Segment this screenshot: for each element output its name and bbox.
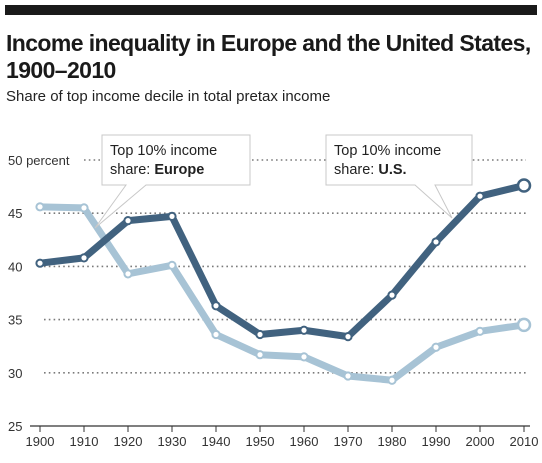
data-point-us-1910 [79, 253, 89, 263]
data-point-europe-1980 [387, 375, 397, 385]
data-point-us-1940 [211, 301, 221, 311]
y-tick-label-30: 30 [8, 366, 22, 381]
x-tick-label-1910: 1910 [70, 434, 99, 449]
annotation-text-line1: Top 10% income [110, 143, 217, 159]
y-tick-label-45: 45 [8, 206, 22, 221]
data-point-us-2010 [516, 178, 532, 193]
x-axis: 1900 1910 1920 1930 1940 1950 1960 1970 1980 1990… [26, 425, 539, 449]
data-point-us-1990 [431, 237, 441, 247]
y-tick-label-25: 25 [8, 419, 22, 434]
x-tick-label-1930: 1930 [158, 434, 187, 449]
x-tick-label-1940: 1940 [202, 434, 231, 449]
data-point-europe-2010 [516, 317, 532, 333]
chart-title: Income inequality in Europe and the Unit… [6, 30, 531, 83]
data-point-europe-1990 [431, 342, 441, 352]
data-point-europe-1900 [35, 202, 45, 212]
data-point-us-1980 [387, 290, 397, 300]
data-point-europe-1950 [255, 350, 265, 360]
annotation-europe: Top 10% income share: Europe [94, 134, 251, 229]
x-tick-label-1950: 1950 [246, 434, 275, 449]
gridlines [44, 159, 526, 374]
y-tick-label-40: 40 [8, 259, 22, 274]
data-point-us-1950 [255, 329, 265, 340]
x-tick-label-1970: 1970 [334, 434, 363, 449]
data-point-europe-1940 [211, 329, 221, 340]
y-tick-label-50: 50 percent [8, 153, 70, 168]
x-tick-label-2000: 2000 [466, 434, 495, 449]
x-tick-label-1900: 1900 [26, 434, 55, 449]
data-point-us-1930 [167, 211, 177, 221]
annotation-us: Top 10% income share: U.S. [325, 134, 473, 219]
x-tick-label-1960: 1960 [290, 434, 319, 449]
annotation-text-line1: Top 10% income [334, 143, 441, 159]
y-tick-label-35: 35 [8, 313, 22, 328]
x-tick-label-1990: 1990 [422, 434, 451, 449]
data-point-europe-1920 [123, 269, 133, 279]
annotation-series-name: U.S. [378, 162, 406, 178]
annotation-text-line2: share: Europe [110, 162, 204, 178]
series-lines [35, 178, 532, 385]
data-point-us-1920 [123, 216, 133, 226]
data-point-europe-1930 [167, 260, 177, 270]
data-point-europe-2000 [475, 326, 485, 336]
header-rule [5, 5, 537, 15]
x-tick-label-1980: 1980 [378, 434, 407, 449]
annotation-prefix: share: [110, 162, 154, 178]
annotation-series-name: Europe [154, 162, 204, 178]
data-point-europe-1960 [299, 352, 309, 362]
data-point-us-2000 [475, 191, 485, 201]
data-point-us-1900 [35, 258, 45, 268]
annotation-box [94, 134, 251, 229]
y-axis-tick-labels: 25 30 35 40 45 50 percent [8, 153, 70, 434]
data-point-europe-1910 [79, 203, 89, 213]
data-point-europe-1970 [343, 371, 353, 381]
data-point-us-1970 [343, 332, 353, 342]
chart-subtitle: Share of top income decile in total pret… [6, 88, 331, 105]
x-tick-label-2010: 2010 [510, 434, 539, 449]
series-line-us [36, 182, 528, 341]
x-tick-label-1920: 1920 [114, 434, 143, 449]
data-point-us-1960 [299, 325, 309, 335]
series-line-europe [36, 203, 528, 384]
annotation-text-line2: share: U.S. [334, 162, 407, 178]
annotation-box [325, 134, 473, 219]
annotation-prefix: share: [334, 162, 378, 178]
